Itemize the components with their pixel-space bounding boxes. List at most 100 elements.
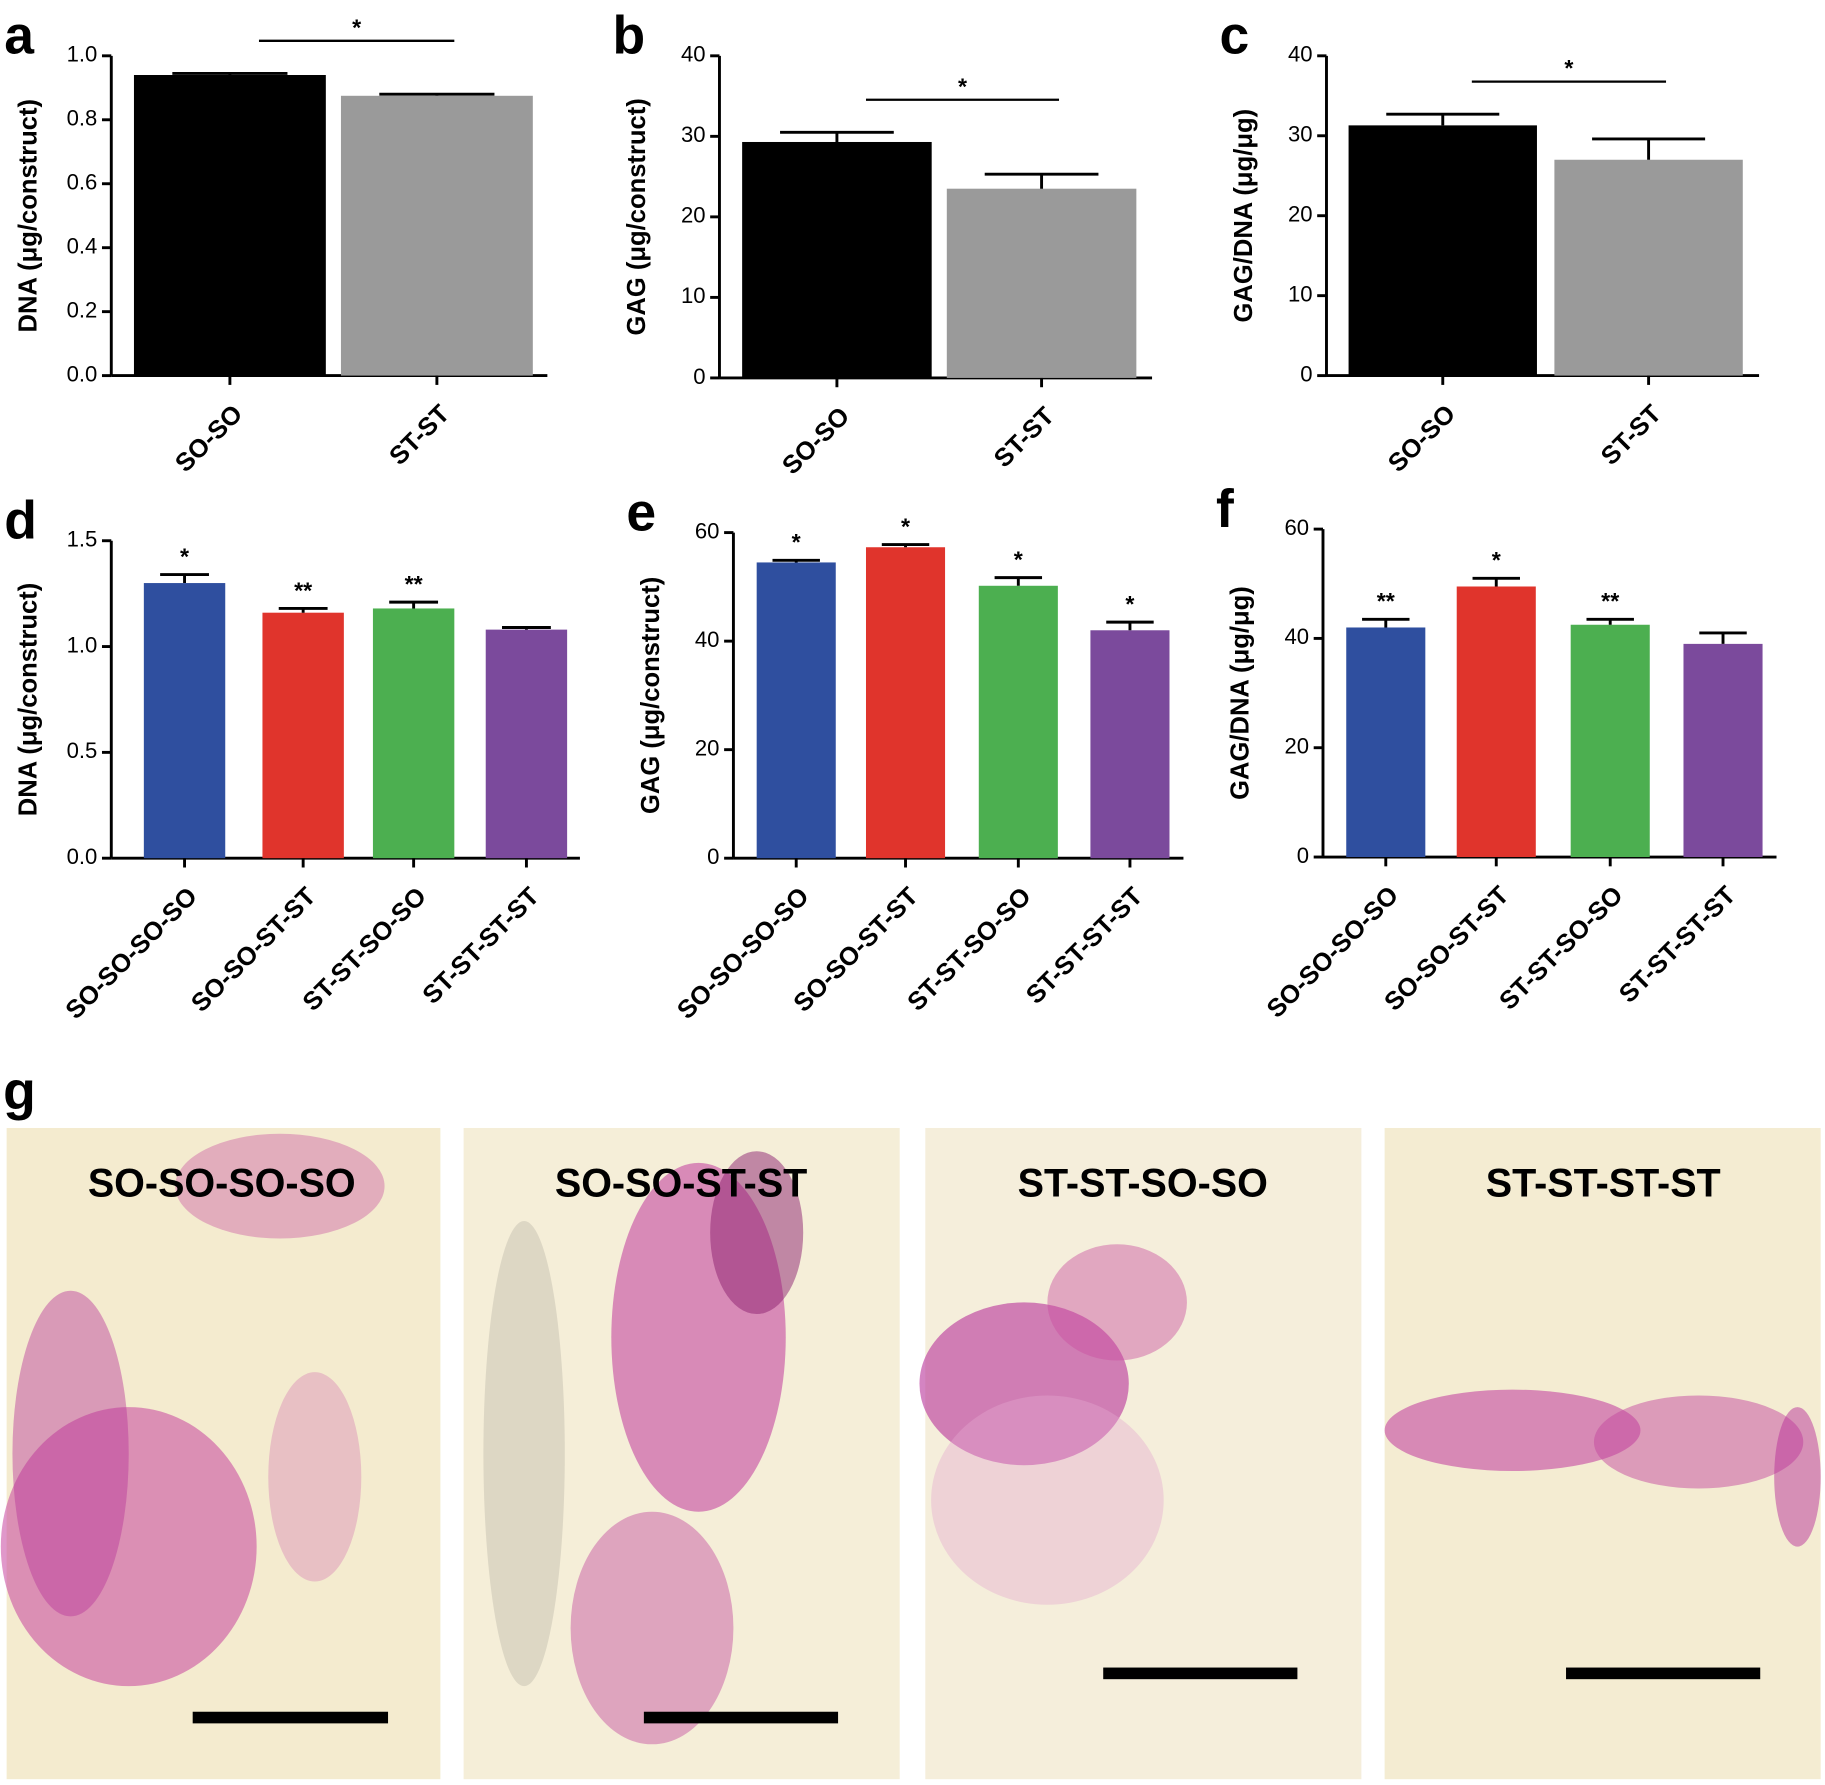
- y-axis-label: GAG (μg/construct): [623, 98, 651, 335]
- x-tick-label: ST-ST-ST-ST: [1021, 882, 1149, 1010]
- x-tick-label: SO-SO-SO-SO: [60, 882, 202, 1024]
- image-label: ST-ST-SO-SO: [1018, 1162, 1268, 1206]
- image-label: ST-ST-ST-ST: [1486, 1162, 1721, 1206]
- y-tick-label: 20: [681, 203, 706, 228]
- error-bar: [1106, 620, 1154, 631]
- bar: [1348, 125, 1537, 376]
- y-axis-label: GAG/DNA (μg/μg): [1226, 586, 1254, 800]
- micrograph: [1384, 1127, 1821, 1780]
- bar: [1554, 159, 1743, 376]
- bar: [1683, 643, 1763, 858]
- bar: [865, 547, 946, 859]
- x-tick-label: SO-SO: [777, 402, 855, 480]
- y-axis-label: DNA (μg/construct): [15, 583, 43, 817]
- error-bar: [1586, 617, 1634, 625]
- error-bar: [994, 576, 1043, 586]
- error-bar: [984, 172, 1099, 189]
- y-axis-label: GAG/DNA (μg/μg): [1230, 109, 1258, 323]
- bar: [133, 75, 326, 376]
- y-axis-label: DNA (μg/construct): [15, 99, 43, 333]
- comparison-mark: *: [958, 73, 968, 99]
- y-tick-label: 30: [1288, 122, 1313, 147]
- x-tick-label: ST-ST-ST-ST: [417, 882, 545, 1010]
- error-bar: [502, 626, 551, 630]
- x-tick-label: ST-ST: [384, 399, 455, 470]
- bar: [1570, 624, 1650, 858]
- panel-label: d: [4, 492, 37, 551]
- image-label: SO-SO-ST-ST: [555, 1162, 807, 1206]
- y-tick-label: 1.5: [67, 527, 98, 552]
- significance-mark: *: [180, 543, 190, 569]
- bar-chart: c GAG/DNA (μg/μg) 0 10 20 30 40 SO-SO ST-ST *: [1219, 7, 1760, 478]
- y-tick-label: 40: [695, 627, 720, 652]
- y-tick-label: 40: [1288, 42, 1313, 67]
- panel-label: c: [1219, 7, 1249, 66]
- y-tick-label: 0: [1297, 843, 1309, 868]
- y-tick-label: 0.2: [67, 297, 98, 322]
- bar: [485, 629, 568, 859]
- bar: [340, 95, 533, 376]
- micrograph: [0, 1127, 441, 1780]
- error-bar: [1592, 137, 1706, 160]
- y-tick-label: 20: [1284, 734, 1309, 759]
- y-tick-label: 1.0: [67, 42, 98, 67]
- y-tick-label: 30: [681, 122, 706, 147]
- significance-mark: *: [1014, 546, 1024, 572]
- error-bar: [772, 558, 820, 563]
- y-tick-label: 20: [1288, 202, 1313, 227]
- bar: [978, 585, 1058, 859]
- significance-mark: *: [792, 529, 802, 555]
- bar-chart: d DNA (μg/construct) 0.0 0.5 1.0 1.5 SO-SO-SO-…: [4, 492, 580, 1025]
- bar: [946, 188, 1137, 378]
- error-bar: [780, 130, 894, 142]
- micrograph: [919, 1127, 1362, 1780]
- y-tick-label: 40: [1284, 624, 1309, 649]
- error-bar: [278, 607, 328, 613]
- error-bar: [379, 92, 495, 96]
- y-tick-label: 10: [681, 283, 706, 308]
- bar: [143, 583, 226, 859]
- y-tick-label: 0.8: [67, 106, 98, 131]
- x-tick-label: ST-ST-ST-ST: [1614, 881, 1742, 1009]
- error-bar: [1362, 617, 1410, 628]
- x-tick-label: SO-SO: [170, 400, 248, 478]
- y-tick-label: 1.0: [67, 632, 98, 657]
- x-tick-label: SO-SO: [1383, 400, 1461, 478]
- error-bar: [172, 71, 288, 76]
- panel-label: e: [626, 483, 656, 542]
- error-bar: [1699, 631, 1747, 644]
- image-label: SO-SO-SO-SO: [88, 1162, 356, 1206]
- x-tick-label: ST-ST: [989, 402, 1060, 473]
- x-tick-label: ST-ST-SO-SO: [1494, 881, 1628, 1015]
- y-axis-label: GAG (μg/construct): [637, 577, 665, 814]
- y-tick-label: 0.4: [67, 234, 98, 259]
- y-tick-label: 0.0: [67, 844, 98, 869]
- x-tick-label: SO-SO-SO-SO: [1262, 881, 1404, 1023]
- y-tick-label: 60: [1284, 515, 1309, 540]
- bar-chart: a DNA (μg/construct) 0.0 0.2 0.4 0.6 0.8 1.0 SO-…: [4, 7, 548, 478]
- significance-mark: *: [901, 513, 911, 539]
- bar: [742, 141, 932, 378]
- significance-mark: **: [405, 571, 424, 597]
- x-tick-label: ST-ST: [1596, 399, 1667, 470]
- significance-mark: *: [1125, 591, 1135, 617]
- significance-mark: **: [1601, 588, 1620, 614]
- y-tick-label: 0.0: [67, 361, 98, 386]
- histology-panels: g: [0, 1063, 1821, 1780]
- y-tick-label: 0: [693, 364, 705, 389]
- significance-mark: *: [1492, 547, 1502, 573]
- error-bar: [1472, 576, 1520, 587]
- y-tick-label: 0.5: [67, 738, 98, 763]
- error-bar: [881, 543, 930, 548]
- y-tick-label: 20: [695, 735, 720, 760]
- y-tick-label: 0: [707, 844, 719, 869]
- error-bar: [389, 600, 439, 609]
- micrograph: [463, 1127, 900, 1780]
- bar: [756, 562, 836, 859]
- bar: [372, 608, 455, 859]
- error-bar: [160, 573, 209, 584]
- bar: [1456, 586, 1536, 858]
